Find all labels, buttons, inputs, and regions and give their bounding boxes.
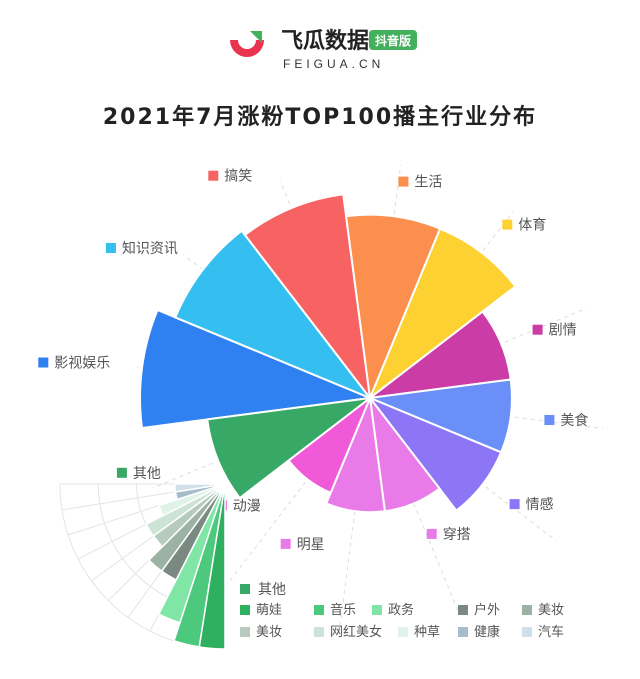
- label-swatch: [398, 176, 409, 187]
- label-swatch: [280, 538, 291, 549]
- slice-label: 动漫: [233, 498, 261, 514]
- slice-label: 情感: [526, 496, 554, 513]
- label-swatch: [208, 170, 219, 181]
- slice-label: 知识资讯: [122, 240, 178, 257]
- slice-label: 影视娱乐: [54, 356, 110, 372]
- sub-rose-slice: [174, 483, 226, 493]
- rose-slice: [139, 308, 374, 430]
- sub-rose-slice: [157, 483, 226, 624]
- legend-label: 网红美女: [330, 624, 382, 640]
- legend-label: 美妆: [256, 625, 282, 640]
- rose-slice: [243, 193, 372, 402]
- label-swatch: [502, 219, 513, 230]
- legend-label: 萌娃: [256, 603, 282, 618]
- legend-swatch: [522, 605, 532, 615]
- label-swatch: [426, 528, 437, 539]
- legend-swatch: [398, 627, 408, 637]
- sub-rose-slice: [145, 483, 226, 538]
- brand-domain: FEIGUA.CN: [283, 57, 384, 71]
- legend-swatch: [522, 627, 532, 637]
- legend-swatch: [240, 584, 250, 594]
- slice-label: 明星: [297, 537, 325, 553]
- legend-label: 种草: [414, 625, 440, 640]
- slice-label: 穿搭: [443, 527, 471, 543]
- slice-label: 搞笑: [224, 169, 252, 185]
- legend-swatch: [240, 627, 250, 637]
- label-swatch: [544, 415, 555, 425]
- main-rose: [139, 193, 517, 514]
- guide-line: [373, 407, 461, 616]
- legend-label: 健康: [474, 624, 500, 640]
- legend-swatch: [240, 605, 250, 615]
- legend-label: 政务: [388, 602, 414, 618]
- legend-label: 美妆: [538, 603, 564, 618]
- legend-swatch: [314, 605, 324, 615]
- slice-label: 其他: [133, 466, 161, 482]
- rose-slice: [324, 394, 387, 514]
- brand-badge: [369, 30, 417, 50]
- legend-label: 汽车: [538, 624, 564, 640]
- legend-swatch: [372, 605, 382, 615]
- slice-label: 美食: [560, 412, 588, 429]
- label-swatch: [509, 499, 520, 510]
- sub-rose-slice: [158, 483, 226, 517]
- rose-slice: [366, 395, 503, 513]
- legend-label: 户外: [474, 602, 500, 618]
- label-swatch: [532, 324, 543, 335]
- slice-label: 剧情: [549, 323, 577, 339]
- guide-line: [226, 405, 365, 585]
- logo-green-leaf-icon: [250, 31, 262, 43]
- legend-swatch: [458, 627, 468, 637]
- guide-line: [338, 407, 370, 632]
- label-swatch: [116, 467, 127, 478]
- slice-label: 生活: [414, 175, 442, 191]
- label-swatch: [105, 243, 116, 253]
- logo-red-arc-icon: [230, 40, 264, 57]
- legend-title: 其他: [258, 582, 286, 598]
- rose-slice: [344, 213, 442, 402]
- legend-swatch: [314, 627, 324, 637]
- legend-label: 音乐: [330, 602, 356, 618]
- label-swatch: [38, 357, 49, 368]
- brand-logo: 飞瓜数据 抖音版 FEIGUA.CN: [230, 28, 417, 71]
- brand-badge-text: 抖音版: [375, 33, 411, 48]
- brand-name: 飞瓜数据: [281, 28, 369, 54]
- legend-swatch: [458, 605, 468, 615]
- sub-rose: [145, 483, 226, 650]
- chart-title: 2021年7月涨粉TOP100播主行业分布: [103, 104, 537, 130]
- rose-slice: [173, 229, 374, 401]
- slice-label: 体育: [518, 218, 546, 234]
- sub-rose-slice: [147, 483, 226, 573]
- rose-slice: [367, 227, 517, 402]
- rose-slice: [206, 396, 374, 500]
